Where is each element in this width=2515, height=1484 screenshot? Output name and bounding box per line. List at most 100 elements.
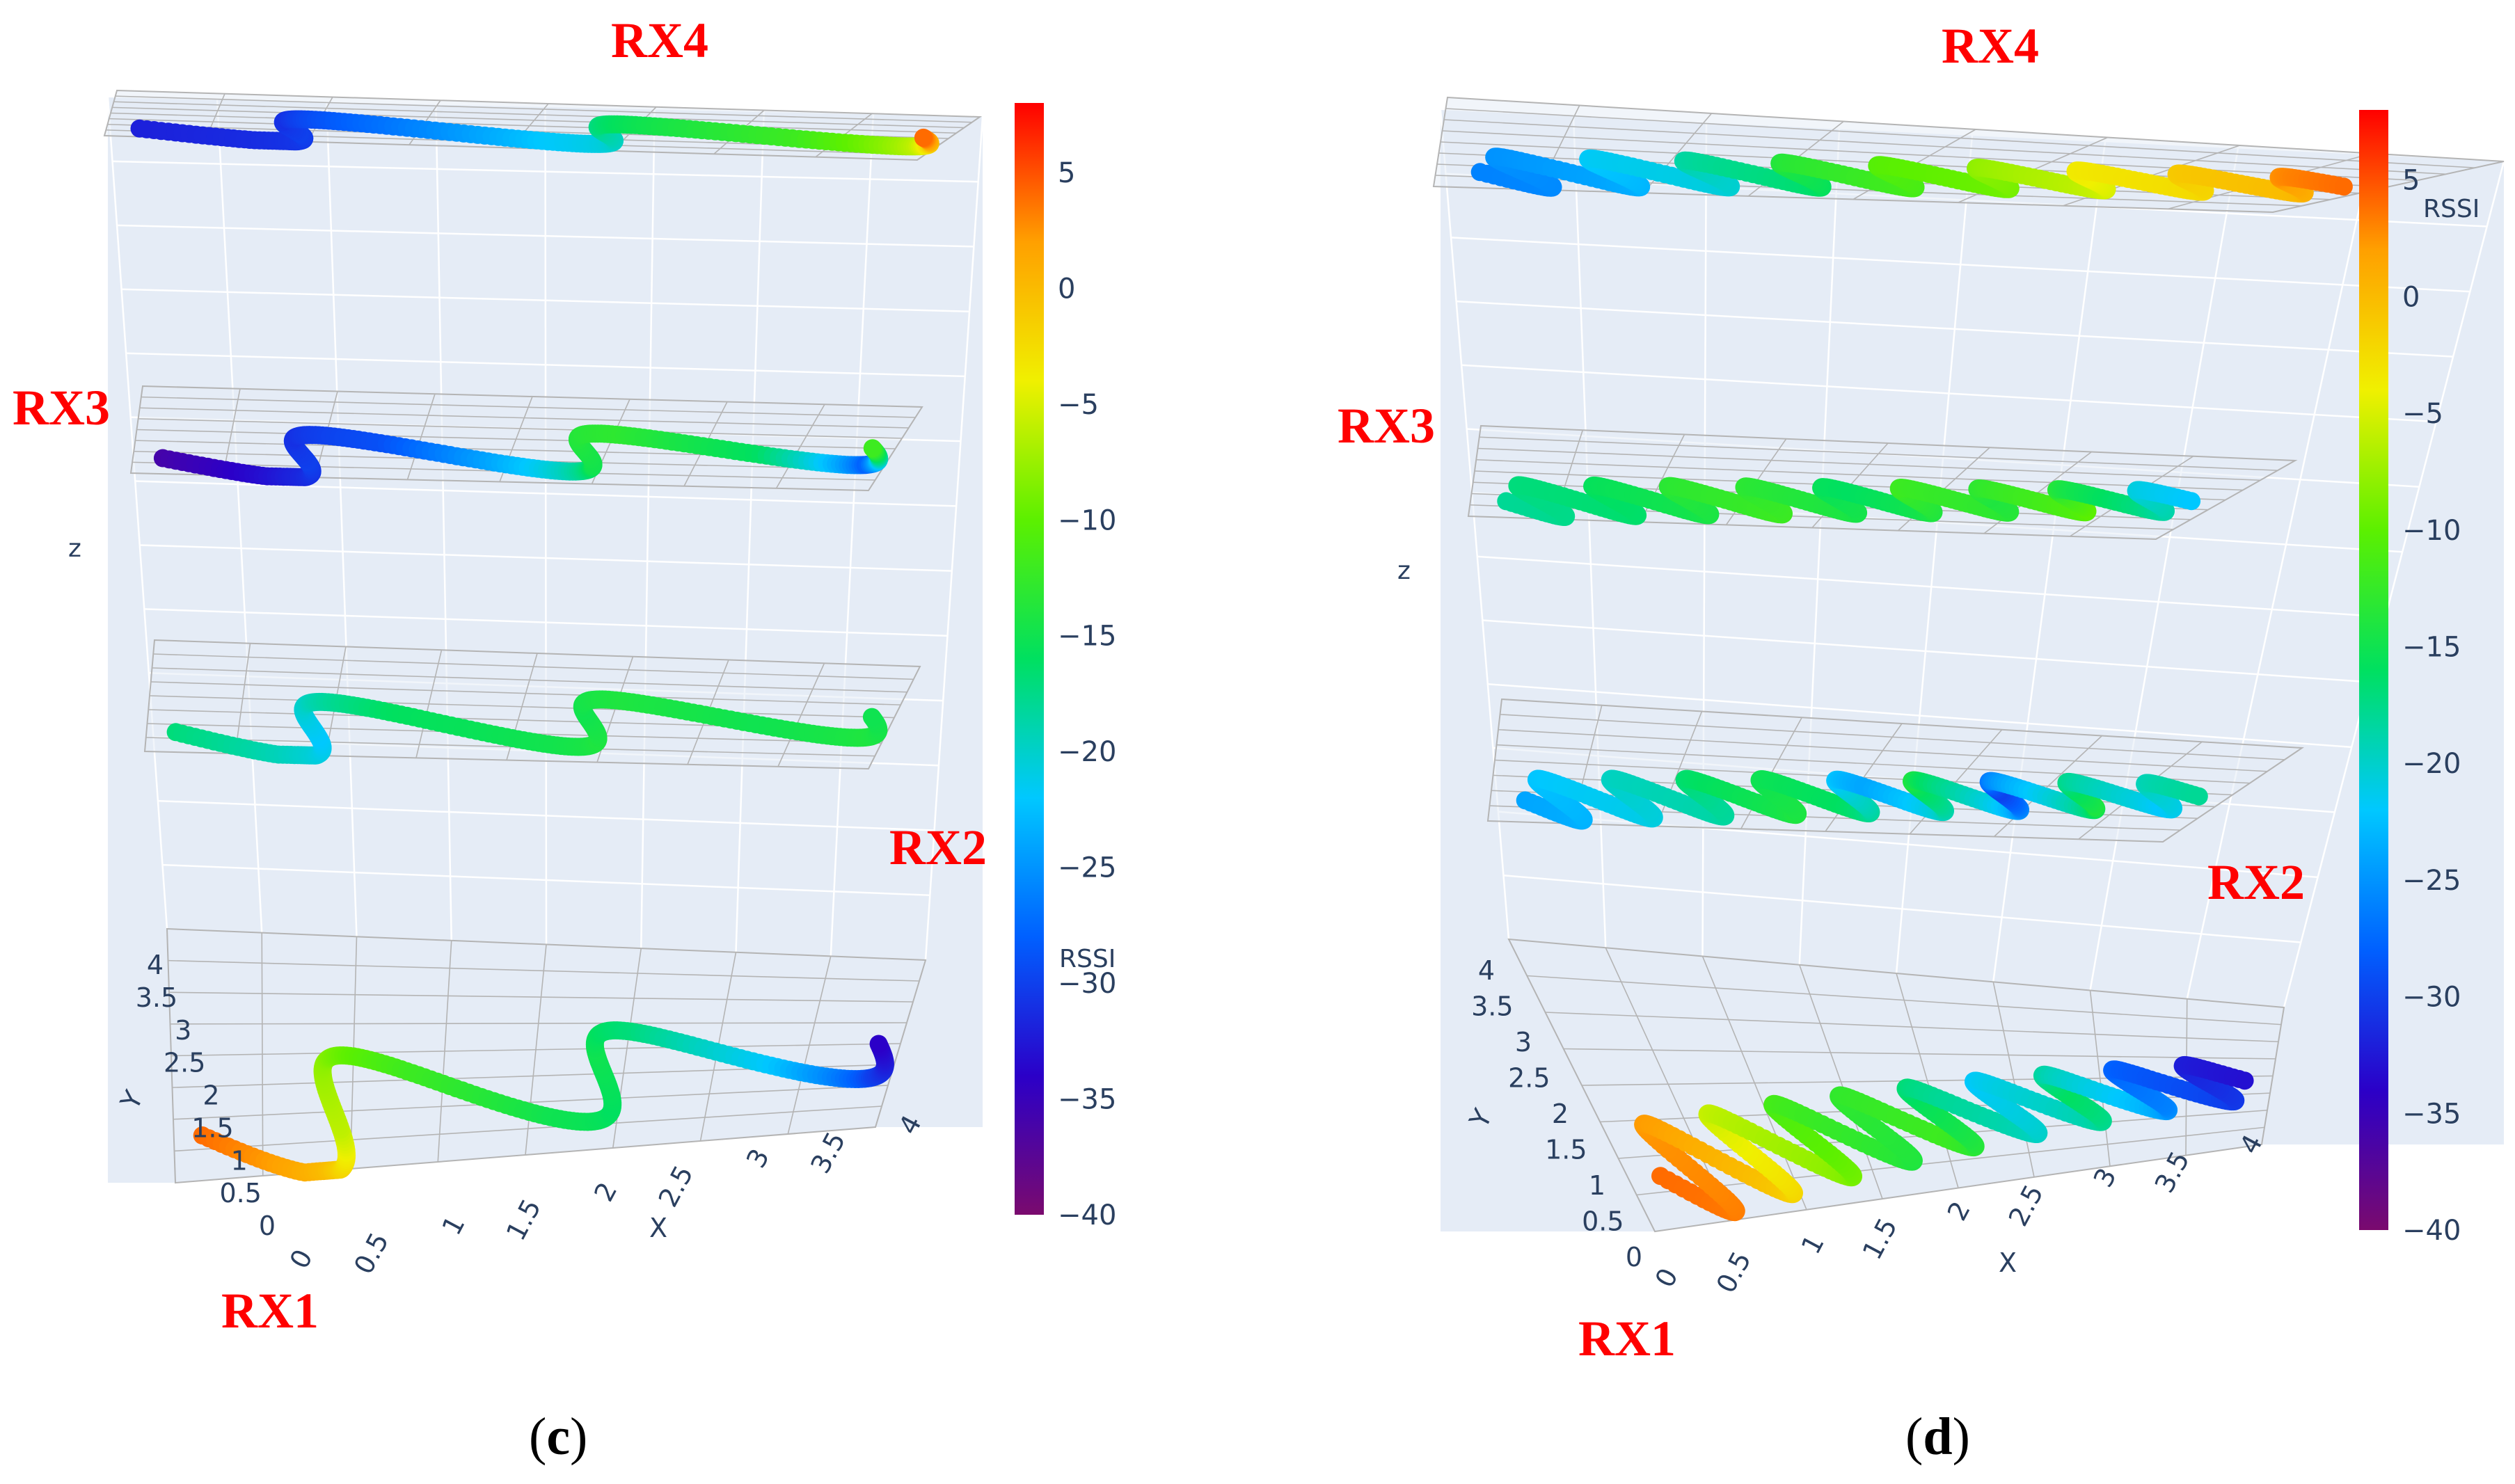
plane-grid-line: [787, 956, 832, 1135]
caption-d: (d): [1905, 1407, 1970, 1466]
series-rx2: [1516, 769, 2208, 830]
y-tick-label: 0.5: [1582, 1206, 1624, 1237]
back-grid-line: [1482, 619, 2369, 683]
data-point: [862, 708, 881, 726]
back-grid-line: [126, 352, 965, 378]
y-tick-label: 2.5: [1508, 1063, 1550, 1094]
x-axis-label: X: [649, 1213, 667, 1243]
y-tick-label: 1: [1589, 1170, 1605, 1201]
rx4-label: RX4: [611, 13, 708, 68]
back-grid-line: [2089, 148, 2239, 991]
y-tick-label: 3: [175, 1015, 191, 1046]
back-grid-line: [1456, 300, 2454, 358]
colorbar-gradient: [1015, 103, 1044, 1215]
colorbar-tick-label: −20: [1058, 736, 1116, 768]
back-grid-line: [117, 224, 974, 248]
rx3-label: RX3: [13, 380, 110, 436]
back-grid-line: [144, 608, 948, 637]
series-rx4: [1470, 147, 2353, 203]
rx1-label: RX1: [221, 1283, 319, 1339]
y-tick-label: 0: [259, 1211, 276, 1241]
z-axis-label: z: [68, 534, 81, 563]
back-grid-line: [1477, 555, 2386, 619]
colorbar-tick-label: −30: [1058, 968, 1116, 1000]
y-tick-label: 4: [147, 950, 164, 980]
x-tick-label: 0: [1649, 1263, 1684, 1293]
x-tick-label: 1.5: [500, 1194, 547, 1245]
x-axis-label: X: [1999, 1247, 2017, 1278]
data-point: [2334, 177, 2353, 196]
back-grid-line: [1992, 142, 2107, 982]
series-rx3: [153, 424, 889, 486]
y-tick-label: 0.5: [219, 1178, 261, 1208]
data-point: [914, 128, 933, 147]
plane-grid-line: [1636, 1126, 2265, 1196]
y-tick-label: 0: [1626, 1242, 1642, 1272]
plane-grid-line: [1993, 735, 2103, 838]
colorbar-tick-label: 5: [1058, 157, 1075, 189]
series-rx2: [166, 690, 888, 765]
x-tick-label: 2.5: [653, 1160, 699, 1212]
colorbar-tick-label: −25: [1058, 852, 1116, 884]
curves-d: [1470, 147, 2353, 1222]
scene-d: [1432, 96, 2505, 1233]
series-rx1: [193, 1021, 894, 1182]
colorbar-tick-label: −10: [1058, 504, 1116, 536]
rx2-label: RX2: [889, 820, 987, 875]
colorbar-tick-label: −5: [2402, 398, 2443, 430]
rx3-label: RX3: [1338, 398, 1435, 454]
back-grid-line: [2186, 154, 2372, 1000]
y-tick-label: 1: [231, 1145, 248, 1176]
colorbar-tick-label: 0: [2402, 281, 2420, 313]
x-tick-label: 0.5: [348, 1227, 395, 1279]
colorbar-tick-label: −20: [2402, 748, 2461, 780]
x-tick-label: 2: [588, 1177, 623, 1206]
x-tick-label: 1: [1795, 1230, 1830, 1259]
y-tick-label: 3.5: [136, 982, 177, 1013]
x-tick-label: 3.5: [804, 1127, 851, 1179]
colorbar-tick-label: −35: [2402, 1098, 2461, 1130]
curves-c: [130, 110, 939, 1182]
colorbar-tick-label: −30: [2402, 982, 2461, 1014]
back-grid-line: [1451, 237, 2470, 293]
y-tick-label: 3.5: [1471, 991, 1513, 1022]
plane-grid-line: [2089, 990, 2111, 1167]
y-tick-label: 3: [1515, 1027, 1532, 1058]
data-point: [2182, 492, 2201, 511]
rx2-label: RX2: [2207, 854, 2305, 910]
data-point: [2235, 1071, 2254, 1090]
y-tick-label: 2.5: [164, 1048, 205, 1078]
rx-plane: [143, 639, 921, 770]
y-tick-label: 1.5: [191, 1112, 233, 1143]
back-grid-line: [1503, 875, 2301, 943]
data-point: [863, 439, 882, 458]
back-grid-line: [112, 160, 978, 183]
colorbar-tick-label: −40: [1058, 1199, 1116, 1231]
back-grid-line: [326, 102, 358, 937]
colorbar-c: 5 0 −5 −10 −15 −20 −25 −30 −35 −40: [1015, 103, 1116, 1231]
colorbar-tick-label: −40: [2402, 1215, 2461, 1247]
y-tick-label: 1.5: [1545, 1135, 1587, 1165]
x-tick-label: 0.5: [1711, 1247, 1757, 1298]
back-grid-line: [735, 111, 765, 952]
back-grid-line: [139, 544, 952, 572]
back-grid-line: [106, 97, 168, 930]
colorbar-tick-label: 5: [2402, 165, 2420, 197]
cb-title-d: RSSI: [2423, 195, 2480, 223]
x-tick-label: 1: [436, 1211, 470, 1240]
back-grid-line: [924, 116, 984, 961]
plane-grid-line: [136, 429, 896, 449]
colorbar-d: 5 0 −5 −10 −15 −20 −25 −30 −35 −40: [2359, 110, 2461, 1247]
caption-c: (c): [529, 1407, 587, 1466]
x-tick-label: 2: [1942, 1197, 1976, 1226]
back-grid-line: [1487, 683, 2352, 749]
back-grid-line: [435, 104, 452, 941]
rx4-label: RX4: [1942, 18, 2039, 74]
back-grid-line: [1461, 364, 2436, 423]
back-grid-line: [830, 114, 875, 957]
data-point: [869, 1035, 888, 1053]
colorbar-tick-label: −15: [2402, 631, 2461, 663]
cb-title-c: RSSI: [1059, 945, 1116, 973]
